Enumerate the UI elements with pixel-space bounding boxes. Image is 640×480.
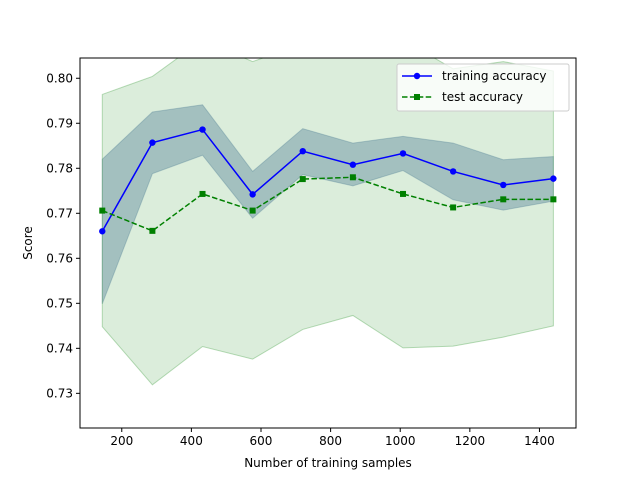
legend-label-0: training accuracy [442,69,546,83]
x-tick-label: 1000 [385,434,416,448]
y-axis-label: Score [21,226,35,260]
series-1-point [450,204,457,211]
y-tick-label: 0.77 [46,206,73,220]
series-1-point [249,207,256,214]
x-tick-label: 600 [250,434,273,448]
legend-frame [396,63,570,112]
series-1-point [400,190,407,197]
y-tick-label: 0.74 [46,341,73,355]
x-tick-label: 1400 [524,434,555,448]
y-tick-label: 0.75 [46,296,73,310]
series-1-band [101,58,554,386]
y-tick-label: 0.80 [46,71,73,85]
series-0-line [101,128,554,232]
series-0-point [299,147,306,155]
series-1-point [500,196,507,203]
y-tick-label: 0.73 [46,386,73,400]
series-0-point [249,191,256,198]
x-axis-ticks: 200 400 600 800 1000 1200 1400 [110,428,555,448]
series-1-point [199,190,206,197]
legend-label-1: test accuracy [442,90,523,104]
legend-marker-1 [414,94,420,100]
series-0-point [550,175,557,182]
x-tick-label: 1200 [455,434,486,448]
series-1-point [99,207,106,214]
series-1-line [101,176,554,232]
y-axis-ticks: 0.73 0.74 0.75 0.76 0.77 0.78 0.79 0.80 [46,71,80,400]
series-0-point [449,168,457,175]
y-tick-label: 0.76 [46,251,73,265]
legend-marker-0 [413,72,421,80]
series-0-point [199,126,206,133]
y-tick-label: 0.78 [46,161,73,175]
y-tick-label: 0.79 [46,116,73,130]
x-tick-label: 200 [110,434,133,448]
series-1-point [349,174,356,181]
series-0-point [149,139,156,146]
series-1-point [550,196,557,203]
plot-frame [79,57,577,429]
x-tick-label: 800 [319,434,342,448]
plot-area [80,58,576,428]
series-0-point [500,181,507,189]
series-1-point [149,227,156,234]
series-0-point [349,161,357,168]
series-1-point [299,176,306,183]
x-tick-label: 400 [180,434,203,448]
legend: training accuracy test accuracy [396,63,570,112]
x-axis-label: Number of training samples [244,456,412,470]
series-0-point [99,228,106,235]
series-0-point [399,150,407,157]
